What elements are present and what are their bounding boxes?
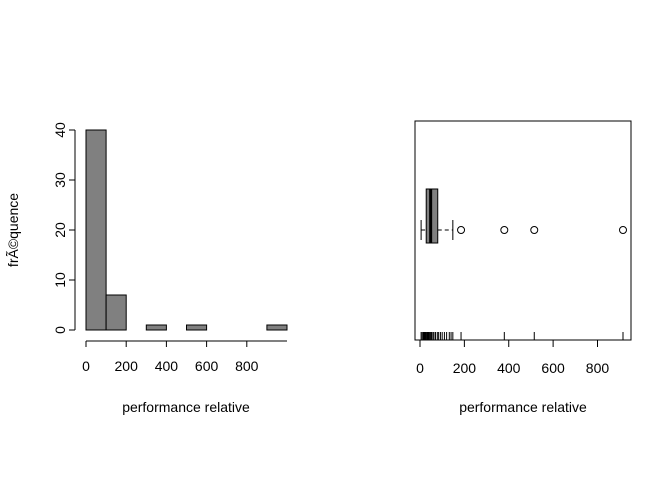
- boxplot-body: [420, 188, 454, 244]
- histogram-x-label: performance relative: [122, 399, 250, 415]
- boxplot-x-tick-label: 400: [497, 360, 521, 376]
- boxplot-x-axis: 0 200 400 600 800: [416, 340, 609, 376]
- histogram-x-tick-label: 200: [115, 358, 139, 374]
- histogram-x-tick-label: 400: [155, 358, 179, 374]
- boxplot-x-tick-label: 200: [453, 360, 477, 376]
- histogram-y-tick-label: 0: [52, 326, 68, 334]
- histogram-x-axis: 0 200 400 600 800: [82, 340, 287, 374]
- histogram-y-tick-label: 40: [52, 122, 68, 138]
- boxplot-outlier-point: [500, 226, 509, 234]
- boxplot-outlier-point: [619, 226, 627, 234]
- histogram-y-tick-label: 20: [52, 222, 68, 238]
- histogram-bar: [105, 294, 127, 331]
- histogram-y-tick-label: 30: [52, 172, 68, 188]
- boxplot-outliers: [457, 226, 627, 234]
- boxplot-panel: 0 200 400 600 800 performance relative: [414, 120, 632, 415]
- boxplot-outlier-point: [457, 226, 466, 234]
- boxplot-frame: [414, 120, 632, 341]
- histogram-bar: [85, 129, 107, 331]
- histogram-bar: [266, 324, 288, 331]
- histogram-x-tick-label: 0: [82, 358, 90, 374]
- histogram-y-axis: 0 10 20 30 40: [52, 122, 76, 334]
- histogram-panel: 0 200 400 600 800 0 10 20 30 40 performance rela…: [5, 122, 288, 415]
- boxplot-rug: [420, 332, 624, 340]
- histogram-y-label: frÃ©quence: [5, 193, 21, 267]
- boxplot-outlier-point: [530, 226, 539, 234]
- boxplot-x-tick-label: 800: [586, 360, 610, 376]
- boxplot-x-label: performance relative: [459, 399, 587, 415]
- boxplot-x-tick-label: 600: [541, 360, 565, 376]
- histogram-bar: [186, 324, 208, 331]
- boxplot-x-tick-label: 0: [416, 360, 424, 376]
- histogram-bars: [85, 129, 288, 331]
- histogram-x-tick-label: 600: [195, 358, 219, 374]
- histogram-bar: [145, 324, 167, 331]
- histogram-y-tick-label: 10: [52, 272, 68, 288]
- histogram-x-tick-label: 800: [235, 358, 259, 374]
